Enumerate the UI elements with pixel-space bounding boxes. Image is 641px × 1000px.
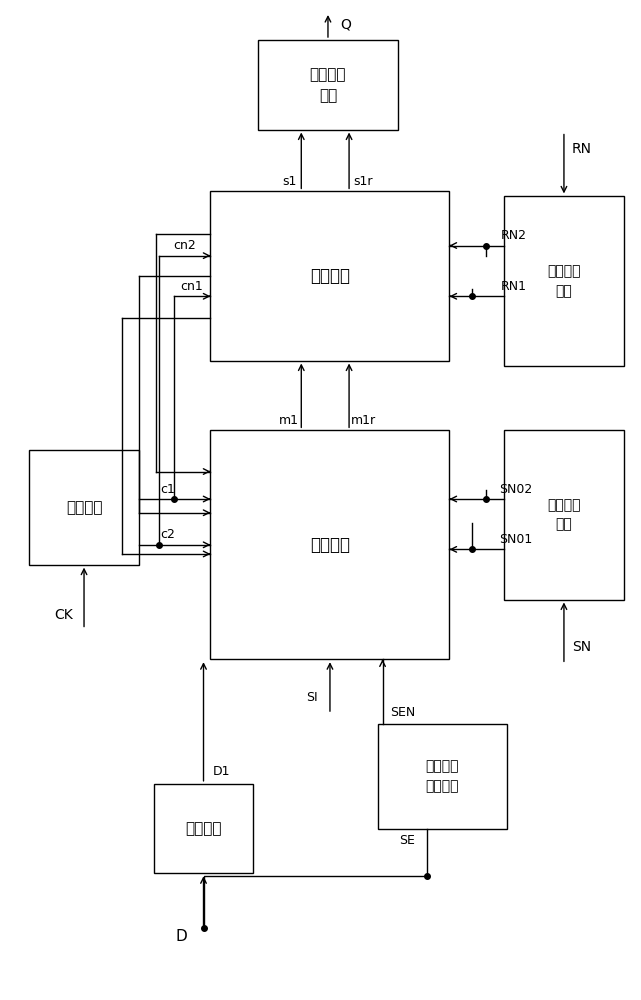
Text: 主锁存器: 主锁存器	[310, 536, 350, 554]
Bar	[210, 430, 449, 659]
Text: RN1: RN1	[501, 280, 527, 293]
Text: cn1: cn1	[181, 280, 203, 293]
Text: cn2: cn2	[173, 239, 196, 252]
Text: 复位缓冲
电路: 复位缓冲 电路	[547, 264, 581, 298]
Text: m1: m1	[279, 414, 299, 427]
Text: s1r: s1r	[353, 175, 373, 188]
Bar	[210, 191, 449, 361]
Text: SEN: SEN	[390, 706, 415, 719]
Text: RN: RN	[572, 142, 592, 156]
Text: m1r: m1r	[351, 414, 376, 427]
Text: s1: s1	[282, 175, 297, 188]
Text: SN: SN	[572, 640, 592, 654]
Text: Q: Q	[340, 17, 351, 31]
Text: CK: CK	[54, 608, 74, 622]
Text: SN02: SN02	[499, 483, 533, 496]
Text: 扫描控制
缓冲电路: 扫描控制 缓冲电路	[426, 760, 459, 793]
Text: 缓冲电路: 缓冲电路	[185, 821, 222, 836]
Text: RN2: RN2	[501, 229, 527, 242]
Text: SI: SI	[306, 691, 318, 704]
Text: D: D	[176, 929, 187, 944]
Text: 从锁存器: 从锁存器	[310, 267, 350, 285]
Text: 输出缓冲
电路: 输出缓冲 电路	[310, 67, 346, 103]
Text: 时钟电路: 时钟电路	[66, 500, 103, 515]
Text: SN01: SN01	[499, 533, 533, 546]
Bar	[504, 430, 624, 600]
Bar	[504, 196, 624, 366]
Bar	[29, 450, 139, 565]
Text: c1: c1	[160, 483, 175, 496]
Text: 置位缓冲
电路: 置位缓冲 电路	[547, 498, 581, 532]
Text: D1: D1	[213, 765, 230, 778]
Bar	[378, 724, 507, 829]
Text: c2: c2	[160, 528, 175, 541]
Bar	[154, 784, 253, 873]
Text: SE: SE	[399, 834, 415, 847]
Bar	[258, 40, 397, 130]
